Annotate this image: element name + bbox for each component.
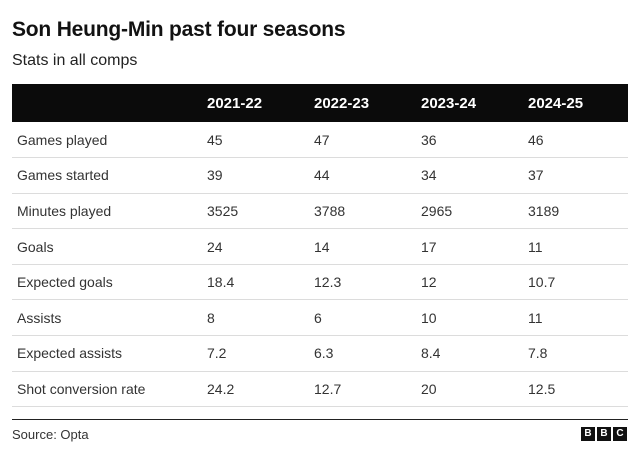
stat-value: 7.8 (528, 345, 548, 362)
source-note: Source: Opta (12, 427, 89, 442)
stat-value: 12 (421, 274, 437, 291)
table-row: Expected assists 7.2 6.3 8.4 7.8 (12, 336, 628, 372)
row-label: Expected assists (17, 345, 123, 362)
row-label: Expected goals (17, 274, 113, 291)
table-row: Expected goals 18.4 12.3 12 10.7 (12, 264, 628, 300)
bbc-logo: B B C (581, 427, 627, 441)
stat-value: 20 (421, 380, 437, 397)
logo-letter: B (581, 427, 595, 441)
table-header: 2021-22 2022-23 2023-24 2024-25 (12, 84, 628, 122)
table-header-row: 2021-22 2022-23 2023-24 2024-25 (12, 84, 628, 122)
stat-value: 12.3 (314, 274, 342, 291)
table-row: Shot conversion rate 24.2 12.7 20 12.5 (12, 371, 628, 407)
stat-value: 11 (528, 238, 543, 255)
column-header-season: 2023-24 (421, 94, 477, 112)
stat-value: 45 (207, 131, 223, 148)
row-label: Minutes played (17, 202, 112, 219)
stat-value: 6.3 (314, 345, 334, 362)
stat-value: 24.2 (207, 380, 235, 397)
stat-value: 44 (314, 167, 330, 184)
stat-value: 18.4 (207, 274, 235, 291)
stat-value: 12.5 (528, 380, 556, 397)
stat-value: 3525 (207, 202, 239, 219)
table-row: Games started 39 44 34 37 (12, 158, 628, 194)
stat-value: 2965 (421, 202, 453, 219)
stats-table: 2021-22 2022-23 2023-24 2024-25 Games pl… (12, 84, 628, 407)
table-row: Games played 45 47 36 46 (12, 122, 628, 158)
column-header-season: 2021-22 (207, 94, 263, 112)
row-label: Goals (17, 238, 54, 255)
column-header-season: 2024-25 (528, 94, 584, 112)
stat-value: 36 (421, 131, 437, 148)
table-row: Assists 8 6 10 11 (12, 300, 628, 336)
stat-value: 24 (207, 238, 223, 255)
table-row: Minutes played 3525 3788 2965 3189 (12, 193, 628, 229)
stat-value: 14 (314, 238, 330, 255)
stat-value: 7.2 (207, 345, 227, 362)
stat-value: 12.7 (314, 380, 342, 397)
row-label: Games started (17, 167, 109, 184)
stat-value: 39 (207, 167, 223, 184)
stat-value: 8.4 (421, 345, 441, 362)
stat-value: 3788 (314, 202, 346, 219)
table-row: Goals 24 14 17 11 (12, 229, 628, 265)
logo-letter: C (613, 427, 627, 441)
column-header-season: 2022-23 (314, 94, 370, 112)
row-label: Assists (17, 309, 62, 326)
stat-value: 17 (421, 238, 437, 255)
row-label: Games played (17, 131, 108, 148)
table-body: Games played 45 47 36 46 Games started 39 44 34 3… (12, 122, 628, 407)
stat-value: 34 (421, 167, 437, 184)
page-title: Son Heung-Min past four seasons (12, 18, 346, 41)
logo-letter: B (597, 427, 611, 441)
stat-value: 46 (528, 131, 544, 148)
stat-value: 10.7 (528, 274, 556, 291)
stat-value: 10 (421, 309, 437, 326)
stat-value: 47 (314, 131, 330, 148)
row-label: Shot conversion rate (17, 380, 146, 397)
stat-value: 3189 (528, 202, 560, 219)
column-header-label (12, 84, 199, 122)
stat-value: 6 (314, 309, 322, 326)
stat-value: 11 (528, 309, 543, 326)
footer-divider (12, 419, 628, 420)
stat-value: 37 (528, 167, 544, 184)
page-subtitle: Stats in all comps (12, 52, 138, 69)
stat-value: 8 (207, 309, 215, 326)
